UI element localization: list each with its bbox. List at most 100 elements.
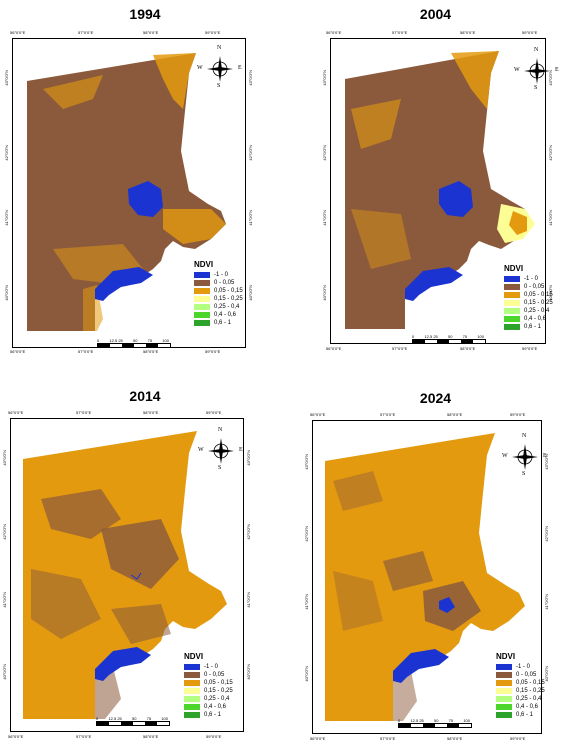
lat-tick: 42°0'0"N <box>548 145 553 161</box>
lon-tick: 56°0'0"E <box>8 410 24 415</box>
map-panel-2014: 2014 56°0'0"E 57°0'0"E 58°0'0"E 59°0'0"E… <box>0 374 290 748</box>
bare-patch <box>111 604 171 644</box>
lat-tick: 41°0'0"N <box>548 210 553 226</box>
bay-water <box>405 267 463 301</box>
bay-water <box>95 267 153 301</box>
lat-tick: 43°0'0"N <box>2 450 7 466</box>
compass-s: S <box>534 85 538 91</box>
lon-tick: 58°0'0"E <box>143 410 159 415</box>
legend-label: -1 - 0 <box>524 276 539 282</box>
panel-title: 2024 <box>419 390 452 406</box>
legend-label: 0,05 - 0,15 <box>516 680 545 686</box>
bare-patch <box>333 471 383 511</box>
ndvi-legend: NDVI -1 - 0 0 - 0,05 0,05 - 0,15 0,15 - … <box>194 260 243 327</box>
lon-tick: 56°0'0"E <box>326 346 342 351</box>
lon-tick: 59°0'0"E <box>205 30 221 35</box>
vegetation-patch <box>351 99 401 149</box>
panel-title: 2004 <box>419 6 452 22</box>
ndvi-map <box>345 51 535 329</box>
lat-tick: 41°0'0"N <box>304 594 309 610</box>
legend-label: 0,05 - 0,15 <box>204 680 233 686</box>
lat-tick: 42°0'0"N <box>246 524 251 540</box>
legend-label: 0,25 - 0,4 <box>214 304 240 310</box>
legend-label: 0,05 - 0,15 <box>524 292 553 298</box>
compass-w: W <box>502 453 508 459</box>
map-frame <box>12 38 246 348</box>
lon-tick: 59°0'0"E <box>206 734 222 739</box>
lat-tick: 41°0'0"N <box>248 210 253 226</box>
compass-w: W <box>514 67 520 73</box>
ndvi-legend: NDVI -1 - 0 0 - 0,05 0,05 - 0,15 0,15 - … <box>496 652 545 719</box>
compass-rose-icon: N S W E <box>514 47 559 91</box>
lat-tick: 40°0'0"N <box>304 666 309 682</box>
compass-rose-icon: N S W E <box>198 427 243 471</box>
lon-tick: 59°0'0"E <box>522 346 538 351</box>
bay-water <box>95 647 151 681</box>
lon-tick: 56°0'0"E <box>10 30 26 35</box>
lon-tick: 56°0'0"E <box>10 349 26 354</box>
lon-tick: 56°0'0"E <box>326 30 342 35</box>
lat-tick: 41°0'0"N <box>544 594 549 610</box>
ndvi-legend: NDVI -1 - 0 0 - 0,05 0,05 - 0,15 0,15 - … <box>504 264 553 331</box>
lat-tick: 41°0'0"N <box>2 592 7 608</box>
vegetation-patch <box>153 53 196 109</box>
vegetation-patch <box>163 209 226 244</box>
lon-tick: 56°0'0"E <box>310 412 326 417</box>
lon-tick: 57°0'0"E <box>392 346 408 351</box>
compass-e: E <box>555 67 559 73</box>
lon-tick: 58°0'0"E <box>447 412 463 417</box>
lat-tick: 40°0'0"N <box>246 664 251 680</box>
legend-label: -1 - 0 <box>214 272 229 278</box>
legend-label: 0,4 - 0,6 <box>214 312 237 318</box>
compass-w: W <box>198 447 204 453</box>
legend-label: 0,6 - 1 <box>524 324 542 330</box>
lat-tick: 43°0'0"N <box>248 70 253 86</box>
lat-tick: 40°0'0"N <box>2 664 7 680</box>
map-panel-2024: 2024 56°0'0"E 57°0'0"E 58°0'0"E 59°0'0"E… <box>292 374 579 748</box>
lat-tick: 43°0'0"N <box>246 450 251 466</box>
lon-tick: 59°0'0"E <box>206 410 222 415</box>
lon-tick: 56°0'0"E <box>8 734 24 739</box>
lat-tick: 42°0'0"N <box>322 145 327 161</box>
lon-tick: 57°0'0"E <box>78 30 94 35</box>
vegetation-patch <box>451 51 499 109</box>
lon-tick: 58°0'0"E <box>143 349 159 354</box>
lon-tick: 58°0'0"E <box>143 30 159 35</box>
legend-label: 0,25 - 0,4 <box>204 696 230 702</box>
water-channel <box>130 572 142 580</box>
lon-tick: 57°0'0"E <box>392 30 408 35</box>
panel-title: 1994 <box>129 6 161 22</box>
legend-label: -1 - 0 <box>516 664 531 670</box>
bay-water <box>393 649 449 683</box>
ndvi-map <box>325 433 525 721</box>
lon-tick: 58°0'0"E <box>447 736 463 741</box>
lon-tick: 58°0'0"E <box>460 346 476 351</box>
lat-tick: 41°0'0"N <box>322 210 327 226</box>
bare-patch <box>101 519 179 589</box>
compass-n: N <box>217 45 222 51</box>
legend-label: 0,25 - 0,4 <box>516 696 542 702</box>
legend-label: 0,15 - 0,25 <box>524 300 553 306</box>
lat-tick: 40°0'0"N <box>248 285 253 301</box>
ndvi-map <box>23 431 227 719</box>
lon-tick: 57°0'0"E <box>78 349 94 354</box>
map-frame <box>330 38 546 344</box>
legend-label: 0 - 0,05 <box>214 280 235 286</box>
panel-title: 2014 <box>129 388 161 404</box>
lon-tick: 58°0'0"E <box>460 30 476 35</box>
bare-patch <box>41 489 121 539</box>
compass-e: E <box>239 447 243 453</box>
legend-label: 0,4 - 0,6 <box>204 704 227 710</box>
compass-s: S <box>218 465 222 471</box>
bare-patch <box>333 571 383 631</box>
lat-tick: 42°0'0"N <box>2 524 7 540</box>
ndvi-legend: NDVI -1 - 0 0 - 0,05 0,05 - 0,15 0,15 - … <box>184 652 233 719</box>
vegetation-patch <box>43 75 103 109</box>
legend-label: 0 - 0,05 <box>524 284 545 290</box>
lon-tick: 59°0'0"E <box>522 30 538 35</box>
lon-tick: 59°0'0"E <box>205 349 221 354</box>
lon-tick: 57°0'0"E <box>76 410 92 415</box>
vegetation-patch <box>351 209 411 269</box>
legend-label: 0,6 - 1 <box>516 712 534 718</box>
lat-tick: 42°0'0"N <box>544 526 549 542</box>
